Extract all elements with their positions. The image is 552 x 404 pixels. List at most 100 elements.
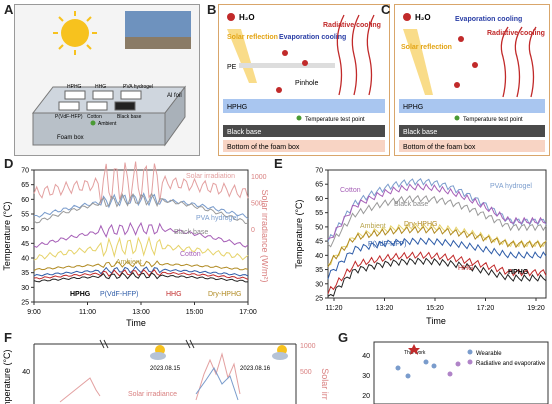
evaporation-cooling-label-c: Evaporation cooling	[455, 16, 522, 23]
chart-d-xlabel: Time	[126, 318, 146, 328]
chart-e-xtick-label: 13:20	[376, 305, 394, 312]
sample-hphg: HPHG	[67, 84, 82, 90]
bottom-layer-c	[399, 140, 545, 152]
hphg-label-c: HPHG	[403, 104, 423, 111]
ambient-label: Ambient	[98, 121, 117, 127]
chart-d-ytick-label: 60	[21, 197, 29, 204]
chart-d-series-line	[33, 272, 248, 283]
hphg-layer	[223, 99, 385, 113]
chart-f: Temperature (°C) 40 1000 500 Solar irr 2…	[2, 339, 330, 404]
chart-e-xtick-label: 19:20	[527, 305, 545, 312]
series-label-cotton: Cotton	[180, 251, 201, 258]
axis-break-1	[99, 339, 109, 349]
chart-d-xtick-label: 13:00	[132, 309, 150, 316]
chart-d-series-line	[33, 235, 249, 261]
sun-icon	[61, 19, 89, 47]
chart-e-xtick-label: 17:20	[477, 305, 495, 312]
h2o-label-c: H₂O	[415, 13, 431, 22]
chart-f-ylabel: Temperature (°C)	[2, 349, 12, 404]
chart-d-series-line	[33, 265, 249, 277]
chart-e-series-line	[327, 257, 547, 297]
black-base-layer	[223, 125, 385, 137]
chart-e-ytick-label: 60	[315, 196, 323, 203]
panel-c-diagram: H₂O Solar reflection Evaporation cooling…	[399, 13, 545, 152]
radiative-cooling-label-c: Radiative cooling	[487, 30, 545, 37]
chart-d-series-line	[34, 192, 249, 220]
e-label-hhg: HHG	[458, 265, 474, 272]
chart-d-xticks: 9:00 11:00 13:00 15:00 17:00	[27, 302, 257, 316]
solar-reflection-label-c: Solar reflection	[401, 44, 452, 51]
chart-d-ytick-label: 45	[21, 241, 29, 248]
chart-e-series-line	[327, 251, 547, 294]
chart-g-ytick-40: 40	[362, 353, 370, 360]
chart-e-series-line	[327, 194, 547, 248]
legend-radiative: Radiative and evaporative	[476, 361, 546, 367]
radiative-cooling-label: Radiative cooling	[323, 22, 381, 29]
panel-a: HPHG HHG PVA hydrogel P(VdF-HFP) Cotton …	[14, 4, 200, 156]
al-foil-label: Al foil	[167, 93, 182, 99]
series-label-pva: PVA hydrogel	[196, 215, 238, 222]
legend-wearable-marker	[467, 349, 473, 355]
chart-e-xtick-label: 11:20	[326, 305, 343, 312]
chart-d-y2ticks: 0 500 1000	[251, 174, 267, 234]
sample-hhg: HHG	[95, 84, 106, 90]
e-label-pvdf: P(VdF-HFP)	[368, 241, 407, 248]
e-label-dry: Dry-HPHG	[404, 221, 437, 228]
chart-e-yticks: 25 30 35 40 45 50 55 60 65 70	[315, 168, 328, 303]
evaporation-cooling-label: Evaporation cooling	[279, 34, 346, 41]
temp-point-label-c: Temperature test point	[463, 117, 523, 123]
sun-rays	[53, 11, 97, 55]
chart-e-ytick-label: 45	[315, 239, 323, 246]
chart-d-series-line	[33, 192, 249, 225]
bottom-label: Bottom of the foam box	[227, 144, 300, 151]
panel-b: H₂O Solar reflection Evaporation cooling…	[218, 4, 390, 156]
chart-d-y2tick-label: 500	[251, 201, 263, 208]
chart-e-xtick-label: 15:20	[426, 305, 444, 312]
solar-irradiance-label: Solar irradiance	[128, 391, 177, 398]
legend-wearable: Wearable	[476, 351, 502, 357]
chart-d-ytick-label: 65	[21, 182, 29, 189]
chart-e-ytick-label: 70	[315, 168, 323, 175]
chart-d-ytick-label: 30	[21, 285, 29, 292]
sample-pva: PVA hydrogel	[123, 84, 153, 90]
chart-d-ylabel: Temperature (°C)	[2, 201, 12, 270]
chart-d-lines	[33, 161, 249, 283]
chart-e-xlabel: Time	[426, 316, 446, 326]
chart-e-ytick-label: 30	[315, 281, 323, 288]
series-label-ambient: Ambient	[116, 259, 142, 266]
chart-d-plot-area	[33, 169, 249, 303]
series-label-pvdf: P(VdF-HFP)	[100, 291, 139, 298]
foam-box-label: Foam box	[57, 135, 84, 141]
chart-e-ytick-label: 50	[315, 224, 323, 231]
black-base-label: Black base	[227, 129, 261, 136]
chart-e-ytick-label: 65	[315, 182, 323, 189]
chart-d-xtick-label: 9:00	[27, 309, 41, 316]
black-base-label-c: Black base	[403, 129, 437, 136]
sample-pvdf: P(VdF-HFP)	[55, 114, 83, 120]
panel-c: H₂O Solar reflection Evaporation cooling…	[394, 4, 550, 156]
solar-reflection-label: Solar reflection	[227, 34, 278, 41]
chart-f-ytick-40: 40	[22, 369, 30, 376]
panel-e-label: E	[274, 156, 283, 171]
panel-c-label: C	[381, 2, 391, 17]
e-label-ambient: Ambient	[360, 223, 386, 230]
chart-d-ytick-label: 55	[21, 212, 29, 219]
chart-e-ytick-label: 25	[315, 296, 323, 303]
panel-g-label: G	[338, 330, 349, 345]
this-work-star	[408, 344, 420, 355]
chart-d-ytick-label: 25	[21, 300, 29, 307]
pe-label: PE	[227, 64, 237, 71]
chart-f-y2tick-1000: 1000	[300, 343, 316, 350]
temp-point-label: Temperature test point	[305, 117, 365, 123]
cloud-sun-icon-1	[150, 345, 166, 360]
series-label-hhg: HHG	[166, 291, 182, 298]
chart-f-solar-line-2	[195, 352, 241, 401]
sample-black: Black base	[117, 114, 142, 120]
e-label-black: Black base	[394, 201, 428, 208]
chart-d-ytick-label: 70	[21, 168, 29, 175]
series-label-hphg: HPHG	[70, 291, 91, 298]
e-label-hphg: HPHG	[508, 269, 529, 276]
panel-b-label: B	[207, 2, 217, 17]
panel-b-diagram: H₂O Solar reflection Evaporation cooling…	[223, 13, 385, 152]
series-label-black: Black base	[174, 229, 208, 236]
